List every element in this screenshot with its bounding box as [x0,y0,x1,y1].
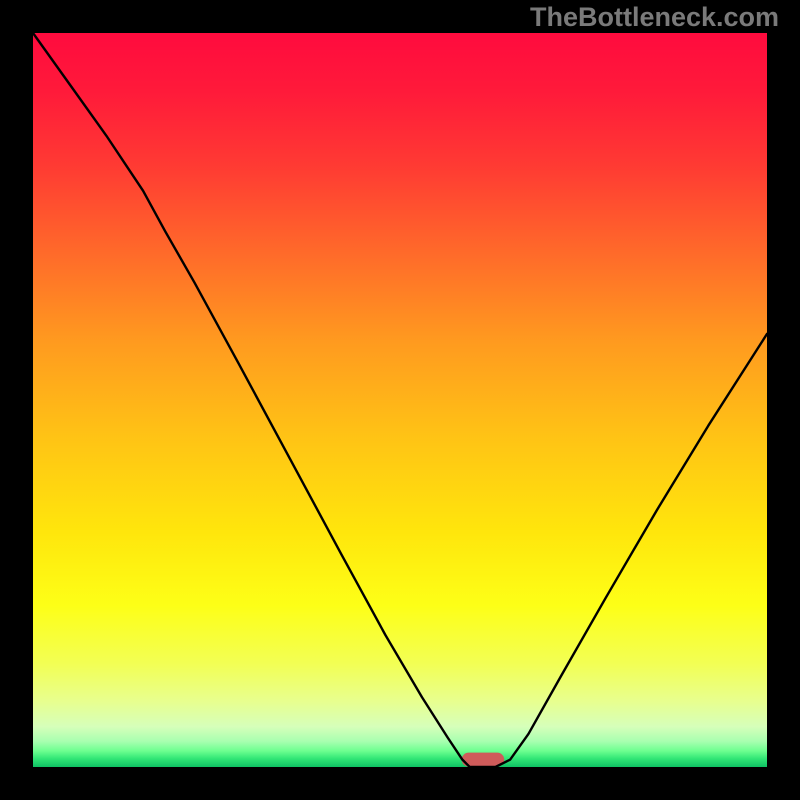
gradient-background [33,33,767,767]
plot-area [33,33,767,767]
bottleneck-chart [33,33,767,767]
chart-frame: TheBottleneck.com [0,0,800,800]
watermark-text: TheBottleneck.com [530,2,779,33]
